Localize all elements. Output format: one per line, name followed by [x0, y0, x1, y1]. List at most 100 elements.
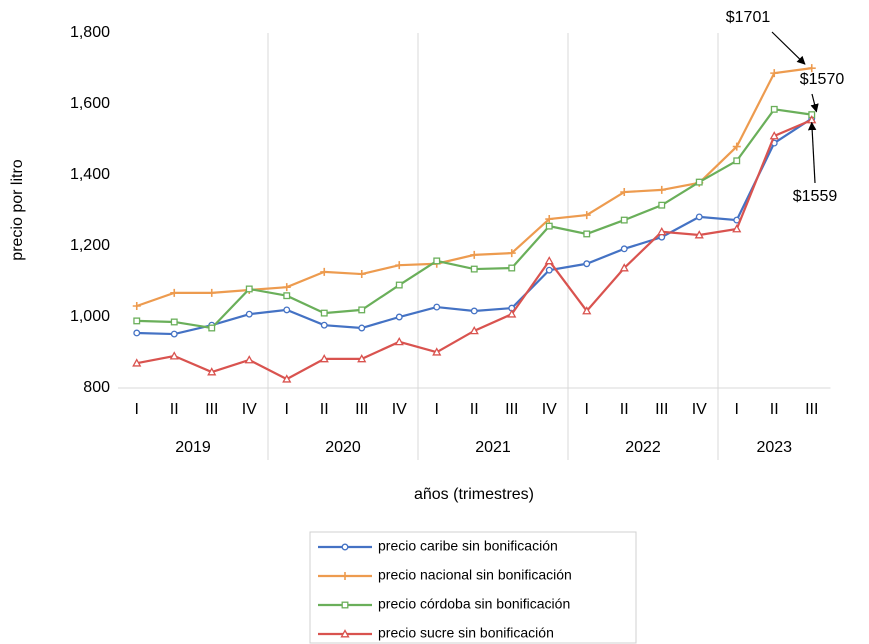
- x-tick-label: III: [655, 401, 668, 418]
- point: [133, 317, 141, 325]
- point: [695, 178, 703, 186]
- point: [470, 307, 478, 315]
- point: [207, 288, 216, 297]
- x-tick-label: I: [735, 401, 739, 418]
- point: [508, 264, 516, 272]
- y-tick-label: 1,600: [70, 95, 110, 112]
- point: [470, 250, 479, 259]
- x-tick-label: III: [205, 401, 218, 418]
- point: [320, 267, 329, 276]
- point: [582, 211, 591, 220]
- point: [245, 310, 253, 318]
- point: [320, 309, 328, 317]
- point: [469, 326, 479, 335]
- point: [358, 306, 366, 314]
- x-tick-label: I: [285, 401, 289, 418]
- point: [507, 309, 517, 318]
- point: [544, 256, 554, 265]
- point: [395, 313, 403, 321]
- x-tick-label: IV: [392, 401, 407, 418]
- x-tick-label: IV: [692, 401, 707, 418]
- point: [807, 64, 816, 73]
- point: [582, 306, 592, 315]
- point: [657, 226, 667, 236]
- point: [732, 142, 741, 151]
- y-axis-label: precio por litro: [9, 159, 26, 260]
- y-tick-label: 1,800: [70, 24, 110, 41]
- point: [620, 216, 628, 224]
- point: [170, 330, 178, 338]
- year-label: 2021: [475, 439, 511, 456]
- point: [545, 215, 554, 224]
- year-label: 2023: [756, 439, 792, 456]
- legend-box: [309, 531, 637, 644]
- annotation: $1570: [800, 71, 845, 88]
- point: [283, 306, 291, 314]
- point: [433, 257, 441, 265]
- point: [133, 329, 141, 337]
- point: [545, 222, 553, 230]
- legend-label: precio sucre sin bonificación: [378, 625, 554, 641]
- point: [207, 367, 217, 376]
- point: [244, 355, 254, 364]
- legend-marker: [341, 601, 349, 609]
- point: [169, 351, 179, 360]
- point: [282, 374, 292, 383]
- point: [470, 265, 478, 273]
- annotation-arrow: [771, 31, 806, 65]
- point: [320, 321, 328, 329]
- point: [357, 354, 367, 363]
- point: [432, 347, 442, 356]
- legend-marker: [341, 543, 349, 551]
- point: [357, 270, 366, 279]
- point: [620, 245, 628, 253]
- point: [395, 261, 404, 270]
- point: [132, 358, 142, 367]
- annotation: $1701: [726, 9, 771, 26]
- point: [583, 230, 591, 238]
- point: [170, 288, 179, 297]
- point: [545, 266, 553, 274]
- annotation: $1559: [793, 188, 838, 205]
- x-tick-label: II: [770, 401, 779, 418]
- point: [770, 105, 778, 113]
- point: [694, 230, 704, 239]
- point: [695, 213, 703, 221]
- x-tick-label: II: [620, 401, 629, 418]
- x-tick-label: III: [805, 401, 818, 418]
- point: [282, 283, 291, 292]
- point: [769, 131, 779, 140]
- year-label: 2022: [625, 439, 661, 456]
- point: [657, 185, 666, 194]
- point: [394, 337, 404, 346]
- x-tick-label: I: [435, 401, 439, 418]
- point: [583, 260, 591, 268]
- x-tick-label: II: [470, 401, 479, 418]
- x-tick-label: III: [505, 401, 518, 418]
- point: [358, 324, 366, 332]
- legend-label: precio córdoba sin bonificación: [378, 596, 570, 612]
- point: [620, 188, 629, 197]
- point: [395, 281, 403, 289]
- point: [732, 224, 742, 233]
- year-label: 2020: [325, 439, 361, 456]
- point: [733, 157, 741, 165]
- legend-marker: [340, 629, 350, 638]
- point: [433, 303, 441, 311]
- point: [170, 318, 178, 326]
- point: [507, 249, 516, 258]
- legend-marker: [341, 572, 349, 580]
- x-tick-label: I: [585, 401, 589, 418]
- y-tick-label: 1,200: [70, 237, 110, 254]
- point: [245, 285, 253, 293]
- x-tick-label: IV: [542, 401, 557, 418]
- point: [658, 201, 666, 209]
- point: [132, 301, 141, 310]
- point: [319, 354, 329, 363]
- legend-label: precio nacional sin bonificación: [378, 567, 572, 583]
- x-axis-label: años (trimestres): [414, 486, 534, 503]
- legend-label: precio caribe sin bonificación: [378, 538, 558, 554]
- x-tick-label: III: [355, 401, 368, 418]
- annotation-arrow: [807, 121, 817, 184]
